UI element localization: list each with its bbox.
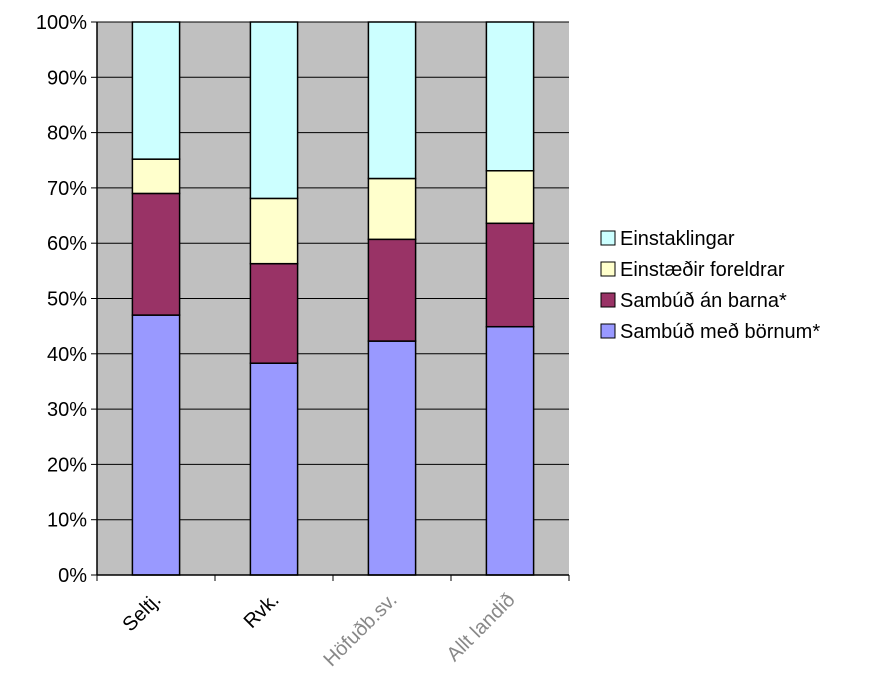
bar-segment — [131, 158, 181, 195]
y-tick-label: 40% — [47, 344, 87, 366]
bar-segment — [131, 314, 181, 576]
x-category-label: Höfuðb.sv. — [319, 589, 401, 671]
bars — [131, 21, 535, 576]
y-tick-label: 100% — [36, 12, 87, 34]
legend-label: Sambúð án barna* — [620, 290, 787, 312]
y-tick-label: 60% — [47, 233, 87, 255]
y-tick-label: 70% — [47, 178, 87, 200]
y-tick-label: 30% — [47, 399, 87, 421]
legend-label: Sambúð með börnum* — [620, 321, 820, 343]
bar-segment — [367, 238, 417, 342]
x-axis-labels: Seltj. Rvk. Höfuðb.sv. Allt landið — [119, 589, 520, 671]
bar-segment — [367, 177, 417, 241]
legend-swatch — [600, 230, 616, 246]
y-tick-label: 10% — [47, 510, 87, 532]
bar-segment — [249, 362, 299, 576]
bar-segment — [367, 21, 417, 180]
x-category-label: Seltj. — [119, 589, 166, 636]
y-tick-label: 0% — [58, 565, 87, 587]
y-axis-ticks: 0% 10% 20% 30% 40% 50% 60% 70% 80% 90% 100% — [36, 12, 97, 587]
y-tick-label: 20% — [47, 454, 87, 476]
x-category-label: Allt landið — [443, 589, 520, 666]
bar-segment — [131, 21, 181, 160]
bar-segment — [249, 21, 299, 200]
bar-segment — [249, 262, 299, 364]
y-tick-label: 90% — [47, 67, 87, 89]
x-category-label: Rvk. — [240, 589, 284, 633]
legend: Einstaklingar Einstæðir foreldrar Sambúð á… — [600, 228, 820, 343]
y-tick-label: 80% — [47, 123, 87, 145]
legend-swatch — [600, 261, 616, 277]
bar-segment — [485, 170, 535, 225]
bar-segment — [485, 21, 535, 172]
bar-segment — [367, 340, 417, 576]
bar-segment — [485, 222, 535, 328]
bar-segment — [131, 192, 181, 316]
legend-swatch — [600, 292, 616, 308]
legend-swatch — [600, 323, 616, 339]
legend-label: Einstaklingar — [620, 228, 735, 250]
bar-segment — [485, 325, 535, 576]
legend-label: Einstæðir foreldrar — [620, 259, 785, 281]
y-tick-label: 50% — [47, 289, 87, 311]
bar-segment — [249, 197, 299, 265]
